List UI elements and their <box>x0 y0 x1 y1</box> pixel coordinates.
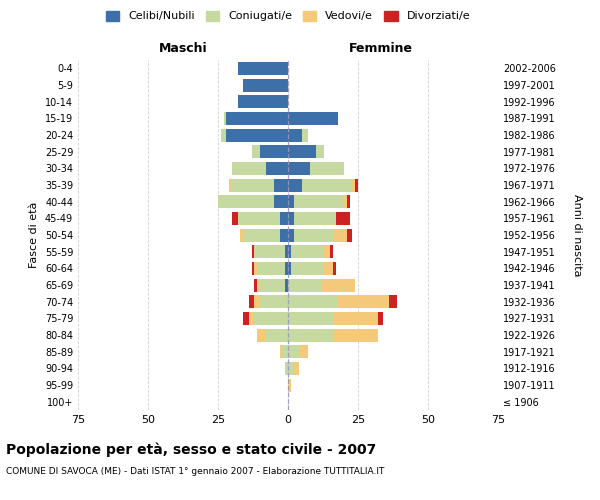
Bar <box>322 278 355 291</box>
Bar <box>241 228 243 241</box>
Bar <box>288 312 333 325</box>
Bar <box>218 195 274 208</box>
Bar <box>288 145 316 158</box>
Text: Maschi: Maschi <box>158 42 208 55</box>
Bar <box>243 78 288 92</box>
Bar <box>254 245 285 258</box>
Bar <box>229 178 232 192</box>
Bar <box>280 345 283 358</box>
Bar <box>288 162 310 175</box>
Bar <box>251 145 260 158</box>
Bar <box>266 328 288 342</box>
Bar <box>302 128 308 141</box>
Bar <box>293 228 333 241</box>
Bar <box>266 162 288 175</box>
Bar <box>325 245 330 258</box>
Bar <box>347 195 350 208</box>
Bar <box>355 178 358 192</box>
Bar <box>243 312 249 325</box>
Bar <box>291 262 325 275</box>
Bar <box>288 278 322 291</box>
Bar <box>288 178 302 192</box>
Bar <box>293 362 299 375</box>
Bar <box>232 162 266 175</box>
Bar <box>285 262 288 275</box>
Text: Popolazione per età, sesso e stato civile - 2007: Popolazione per età, sesso e stato civil… <box>6 442 376 457</box>
Bar <box>232 212 238 225</box>
Bar <box>283 345 288 358</box>
Bar <box>288 195 293 208</box>
Bar <box>238 62 288 75</box>
Bar <box>260 145 288 158</box>
Bar <box>249 295 254 308</box>
Bar <box>288 262 291 275</box>
Bar <box>238 212 280 225</box>
Bar <box>335 212 350 225</box>
Bar <box>254 262 257 275</box>
Bar <box>333 228 347 241</box>
Bar <box>274 178 288 192</box>
Bar <box>299 345 308 358</box>
Bar <box>288 378 291 392</box>
Bar <box>260 278 285 291</box>
Bar <box>302 178 352 192</box>
Bar <box>293 212 335 225</box>
Bar <box>288 328 333 342</box>
Bar <box>257 262 285 275</box>
Bar <box>288 228 293 241</box>
Y-axis label: Anni di nascita: Anni di nascita <box>572 194 583 276</box>
Bar <box>338 295 389 308</box>
Bar <box>257 328 266 342</box>
Bar <box>288 295 338 308</box>
Bar <box>333 328 377 342</box>
Bar <box>330 245 333 258</box>
Bar <box>280 212 288 225</box>
Bar <box>254 295 260 308</box>
Bar <box>254 312 288 325</box>
Bar <box>260 295 288 308</box>
Bar <box>232 178 274 192</box>
Bar <box>325 262 333 275</box>
Bar <box>226 112 288 125</box>
Bar <box>285 278 288 291</box>
Bar <box>285 362 288 375</box>
Bar <box>221 128 226 141</box>
Y-axis label: Fasce di età: Fasce di età <box>29 202 39 268</box>
Bar <box>285 245 288 258</box>
Bar <box>243 228 280 241</box>
Bar <box>291 245 325 258</box>
Bar <box>288 112 338 125</box>
Bar <box>310 162 344 175</box>
Bar <box>377 312 383 325</box>
Bar <box>254 278 257 291</box>
Bar <box>333 262 335 275</box>
Bar <box>238 95 288 108</box>
Bar <box>333 312 377 325</box>
Bar <box>274 195 288 208</box>
Bar <box>316 145 325 158</box>
Bar <box>280 228 288 241</box>
Bar <box>389 295 397 308</box>
Bar <box>288 362 293 375</box>
Bar <box>257 278 260 291</box>
Bar <box>251 262 254 275</box>
Bar <box>347 228 352 241</box>
Bar <box>226 128 288 141</box>
Bar <box>224 112 226 125</box>
Bar <box>249 312 254 325</box>
Bar <box>288 212 293 225</box>
Bar <box>288 128 302 141</box>
Bar <box>251 245 254 258</box>
Text: Femmine: Femmine <box>349 42 412 55</box>
Bar <box>288 345 299 358</box>
Bar <box>344 195 347 208</box>
Bar <box>293 195 344 208</box>
Bar <box>352 178 355 192</box>
Bar <box>288 245 291 258</box>
Legend: Celibi/Nubili, Coniugati/e, Vedovi/e, Divorziati/e: Celibi/Nubili, Coniugati/e, Vedovi/e, Di… <box>106 10 470 22</box>
Text: COMUNE DI SAVOCA (ME) - Dati ISTAT 1° gennaio 2007 - Elaborazione TUTTITALIA.IT: COMUNE DI SAVOCA (ME) - Dati ISTAT 1° ge… <box>6 468 385 476</box>
